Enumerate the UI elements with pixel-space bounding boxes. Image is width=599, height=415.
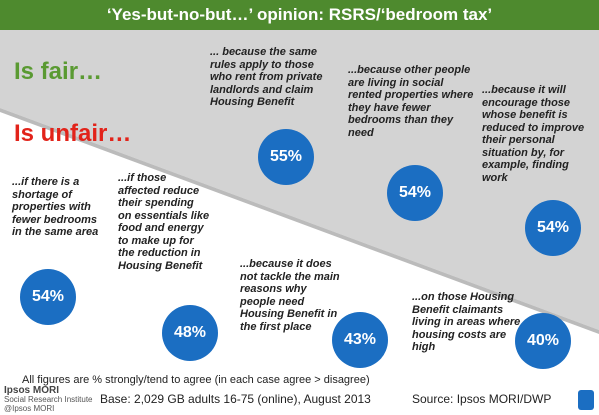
percent-circle: 54% (525, 200, 581, 256)
percent-circle: 40% (515, 313, 571, 369)
source: Source: Ipsos MORI/DWP (412, 392, 552, 406)
logo: Ipsos MORI Social Research Institute @Ip… (4, 385, 98, 414)
footnote: All figures are % strongly/tend to agree… (22, 374, 370, 386)
statement: ...if those affected reduce their spendi… (118, 172, 210, 272)
percent-circle: 43% (332, 312, 388, 368)
percent-circle: 55% (258, 129, 314, 185)
statement: ...on those Housing Benefit claimants li… (412, 291, 521, 353)
statement: ...because it will encourage those whose… (482, 84, 585, 184)
logo-name: Ipsos MORI (4, 385, 60, 396)
unfair-heading: Is unfair… (14, 120, 132, 147)
fair-heading: Is fair… (14, 58, 103, 85)
logo-sub: Social Research Institute (4, 395, 93, 404)
statement: ... because the same rules apply to thos… (210, 46, 323, 108)
statement: ...because it does not tackle the main r… (240, 258, 340, 333)
base: Base: 2,029 GB adults 16-75 (online), Au… (100, 392, 371, 406)
divider (0, 108, 599, 334)
brand-icon (578, 390, 594, 410)
percent-circle: 54% (387, 165, 443, 221)
percent-circle: 54% (20, 269, 76, 325)
statement: ...if there is a shortage of properties … (12, 176, 99, 238)
logo-handle: @Ipsos MORI (4, 404, 55, 413)
title: ‘Yes-but-no-but…’ opinion: RSRS/‘bedroom… (0, 0, 599, 30)
percent-circle: 48% (162, 305, 218, 361)
statement: ...because other people are living in so… (348, 64, 474, 139)
